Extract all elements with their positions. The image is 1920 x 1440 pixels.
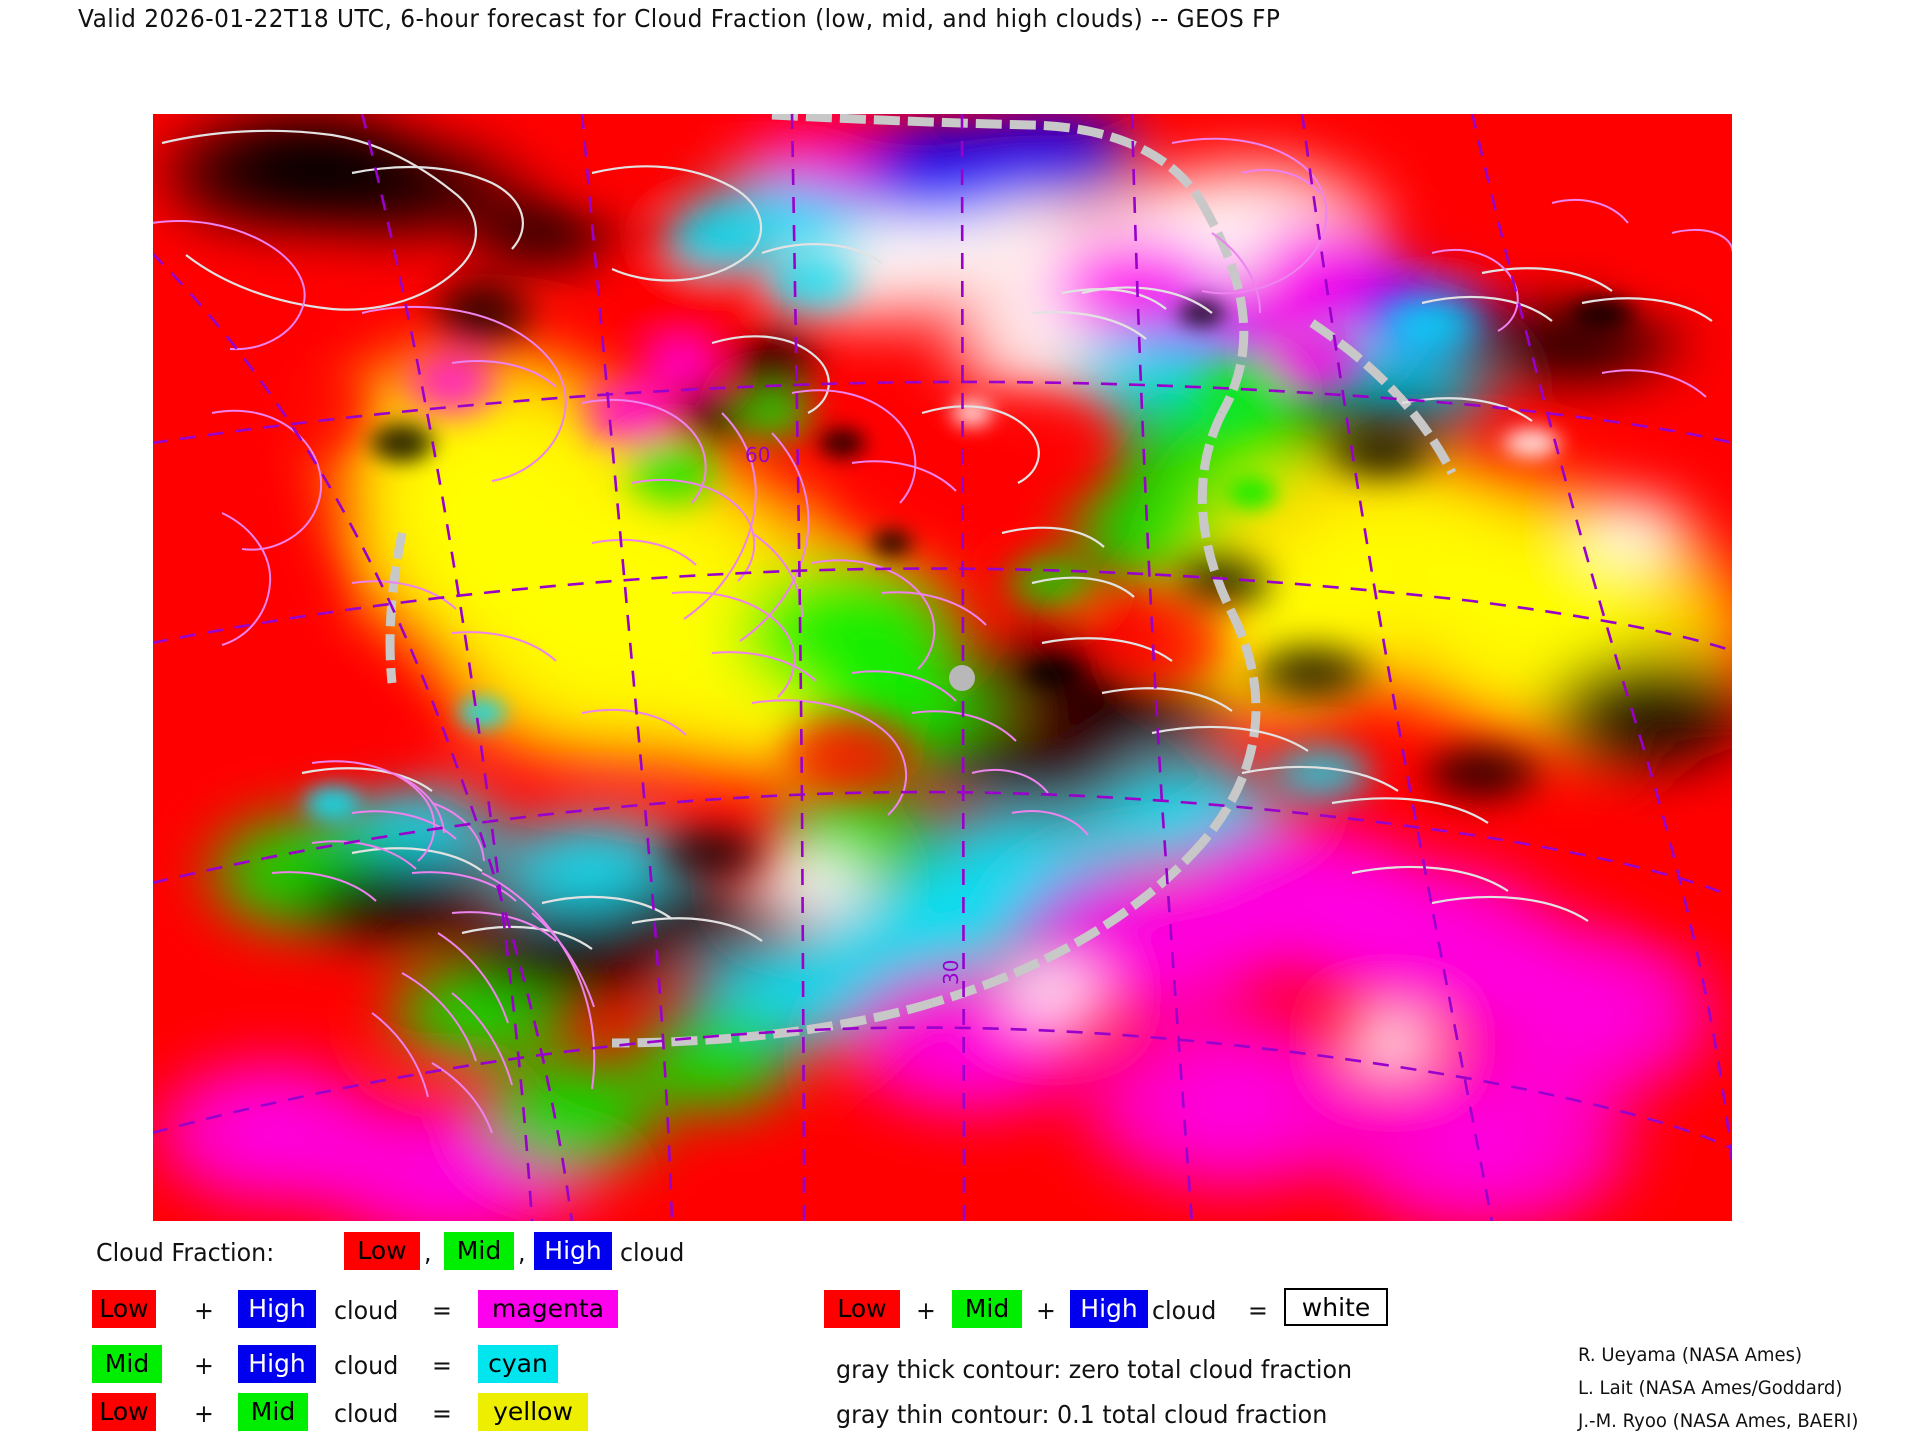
legend-swatch-low: Low (344, 1232, 420, 1270)
legend-triple-term-a: Low (824, 1290, 900, 1328)
map-svg: 60 30 (152, 113, 1733, 1222)
legend-row-1-cloud: cloud (334, 1351, 399, 1380)
legend-row-0-term-b: High (238, 1290, 316, 1328)
legend-row-1-result: cyan (478, 1345, 558, 1383)
legend-heading-comma2: , (518, 1238, 526, 1267)
station-marker[interactable] (949, 665, 975, 691)
legend-triple-term-c: High (1070, 1290, 1148, 1328)
legend-row-0-plus: + (194, 1296, 214, 1325)
gray-thin-contour (161, 129, 1713, 950)
legend-row-0-result: magenta (478, 1290, 618, 1328)
legend-row-0-equals: = (432, 1296, 452, 1325)
legend-triple-result: white (1284, 1288, 1388, 1326)
credit-line-0: R. Ueyama (NASA Ames) (1578, 1344, 1803, 1366)
legend-triple-plus-1: + (916, 1296, 936, 1325)
graticule (152, 113, 1733, 1222)
legend-note-thick-contour: gray thick contour: zero total cloud fra… (836, 1355, 1353, 1384)
legend-triple-term-b: Mid (952, 1290, 1022, 1328)
legend-triple-cloud: cloud (1152, 1296, 1217, 1325)
coastlines (152, 137, 1733, 1134)
legend-row-1-equals: = (432, 1351, 452, 1380)
legend-row-2-cloud: cloud (334, 1399, 399, 1428)
legend-row-1-term-b: High (238, 1345, 316, 1383)
legend-row-0-term-a: Low (92, 1290, 156, 1328)
legend-row-0-cloud: cloud (334, 1296, 399, 1325)
legend-row-2-plus: + (194, 1399, 214, 1428)
legend-heading-label: Cloud Fraction: (96, 1238, 275, 1267)
legend-triple-equals: = (1248, 1296, 1268, 1325)
legend-heading-suffix: cloud (620, 1238, 685, 1267)
legend-heading-comma1: , (424, 1238, 432, 1267)
page-title: Valid 2026-01-22T18 UTC, 6-hour forecast… (78, 4, 1281, 33)
legend-row-1-plus: + (194, 1351, 214, 1380)
legend-swatch-mid: Mid (444, 1232, 514, 1270)
map-raster: 60 30 (152, 113, 1733, 1222)
legend-row-2-term-a: Low (92, 1393, 156, 1431)
graticule-label-30: 30 (939, 960, 963, 985)
gray-thick-contour (385, 113, 1457, 1048)
legend-row-2-term-b: Mid (238, 1393, 308, 1431)
credit-line-2: J.-M. Ryoo (NASA Ames, BAERI) (1578, 1410, 1859, 1432)
cloud-fraction-map[interactable]: 60 30 (152, 113, 1733, 1222)
legend-row-2-result: yellow (478, 1393, 588, 1431)
legend-triple-plus-2: + (1036, 1296, 1056, 1325)
legend-swatch-high: High (534, 1232, 612, 1270)
legend-row-1-term-a: Mid (92, 1345, 162, 1383)
credit-line-1: L. Lait (NASA Ames/Goddard) (1578, 1377, 1843, 1399)
legend-note-thin-contour: gray thin contour: 0.1 total cloud fract… (836, 1400, 1328, 1429)
legend-row-2-equals: = (432, 1399, 452, 1428)
graticule-label-60: 60 (745, 443, 770, 467)
